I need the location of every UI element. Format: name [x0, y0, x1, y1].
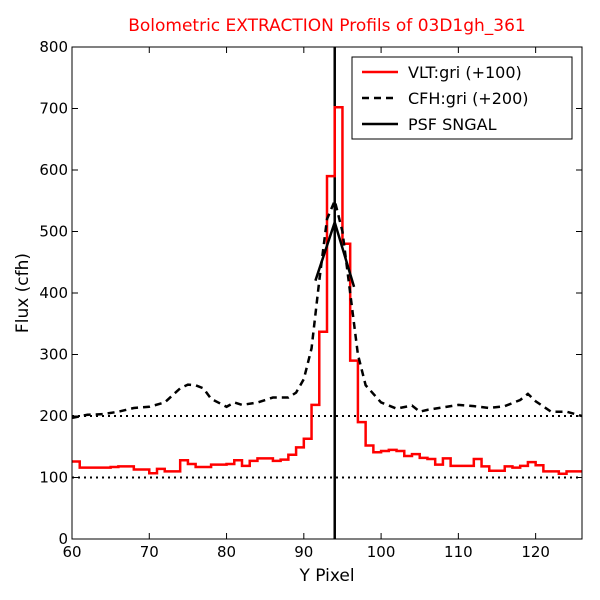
x-tick-label: 60	[62, 543, 81, 561]
y-tick-label: 200	[39, 407, 68, 425]
chart-title: Bolometric EXTRACTION Profils of 03D1gh_…	[128, 16, 526, 36]
y-tick-label: 300	[39, 346, 68, 364]
y-tick-label: 500	[39, 223, 68, 241]
x-tick-label: 80	[217, 543, 236, 561]
series-line-1	[72, 106, 582, 476]
x-tick-label: 100	[367, 543, 396, 561]
legend-label-2: CFH:gri (+200)	[408, 89, 529, 108]
x-tick-label: 120	[521, 543, 550, 561]
y-tick-label: 800	[39, 38, 68, 56]
y-tick-label: 600	[39, 161, 68, 179]
series-line-2	[72, 196, 582, 420]
y-tick-label: 100	[39, 469, 68, 487]
x-tick-label: 110	[444, 543, 473, 561]
y-tick-label: 400	[39, 284, 68, 302]
y-tick-label: 0	[58, 530, 68, 548]
x-tick-label: 70	[140, 543, 159, 561]
y-tick-label: 700	[39, 100, 68, 118]
y-axis-label: Flux (cfh)	[13, 253, 33, 333]
legend-label-1: VLT:gri (+100)	[408, 63, 522, 82]
x-tick-label: 90	[294, 543, 313, 561]
legend-label-3: PSF SNGAL	[408, 115, 497, 134]
series-line-3	[314, 218, 356, 288]
x-axis-label: Y Pixel	[298, 566, 354, 586]
